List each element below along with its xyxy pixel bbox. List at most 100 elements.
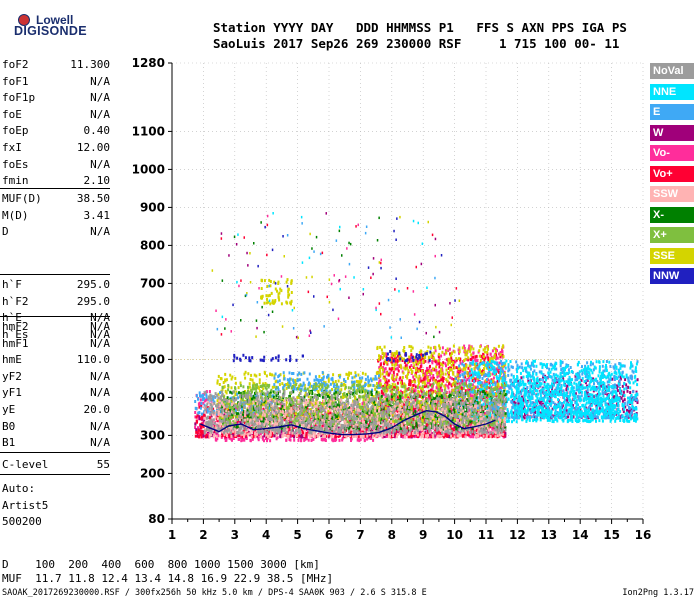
scatter-point bbox=[499, 351, 502, 354]
scatter-point bbox=[355, 388, 358, 392]
scatter-point bbox=[448, 347, 451, 351]
param-name: yF1 bbox=[2, 386, 22, 400]
scatter-point bbox=[348, 373, 350, 377]
param-name: hmE bbox=[2, 353, 22, 367]
scatter-point bbox=[202, 434, 205, 438]
scatter-point bbox=[285, 300, 288, 304]
scatter-point bbox=[321, 403, 323, 407]
scatter-point bbox=[489, 359, 491, 363]
scatter-point bbox=[421, 379, 424, 383]
scatter-point bbox=[464, 349, 467, 353]
scatter-point bbox=[467, 356, 470, 360]
scatter-point bbox=[458, 346, 461, 350]
scatter-point bbox=[440, 368, 443, 371]
param-name: C-level bbox=[2, 458, 49, 471]
param-value: N/A bbox=[90, 327, 110, 341]
scatter-point bbox=[350, 439, 352, 442]
scatter-point bbox=[224, 435, 227, 439]
scatter-point bbox=[622, 390, 625, 394]
scatter-point bbox=[439, 369, 442, 373]
scatter-point bbox=[407, 369, 410, 373]
scatter-point bbox=[350, 430, 353, 434]
scatter-point bbox=[343, 395, 346, 399]
scatter-point bbox=[452, 428, 455, 432]
scatter-point bbox=[383, 393, 386, 397]
scatter-point bbox=[429, 346, 432, 350]
scatter-point bbox=[206, 410, 209, 414]
scatter-point bbox=[502, 355, 505, 359]
scatter-point bbox=[486, 350, 489, 354]
scatter-point bbox=[371, 413, 374, 417]
scatter-point bbox=[264, 432, 267, 436]
scatter-point bbox=[459, 370, 462, 374]
scatter-point bbox=[410, 407, 413, 411]
scatter-point bbox=[470, 355, 473, 359]
scatter-point bbox=[289, 427, 292, 431]
scatter-point bbox=[234, 393, 237, 397]
scatter-point bbox=[237, 396, 239, 400]
scatter-point bbox=[418, 390, 421, 394]
scatter-point bbox=[363, 389, 366, 393]
param-foes: foEs N/A bbox=[2, 158, 110, 172]
scatter-point bbox=[411, 434, 414, 438]
scatter-point bbox=[396, 351, 398, 355]
param-fmin: fmin 2.10 bbox=[2, 174, 110, 188]
scatter-point bbox=[197, 411, 200, 415]
scatter-point bbox=[450, 359, 453, 363]
scatter-point bbox=[255, 374, 258, 378]
scatter-point bbox=[304, 435, 307, 439]
scatter-point bbox=[418, 361, 421, 364]
scatter-point bbox=[271, 431, 274, 435]
scatter-point bbox=[379, 369, 382, 373]
scatter-point bbox=[319, 387, 322, 391]
scatter-point bbox=[480, 433, 483, 437]
scatter-point bbox=[251, 437, 254, 441]
param-value: N/A bbox=[90, 320, 110, 333]
scatter-point bbox=[450, 410, 453, 414]
scatter-point bbox=[263, 403, 266, 407]
scatter-point bbox=[421, 388, 424, 392]
scatter-point bbox=[251, 378, 254, 382]
scatter-point bbox=[452, 361, 454, 365]
scatter-point bbox=[369, 437, 372, 440]
scatter-point bbox=[414, 360, 417, 364]
scatter-point bbox=[477, 388, 479, 392]
scatter-point bbox=[254, 429, 257, 433]
scatter-point bbox=[417, 379, 420, 383]
scatter-point bbox=[220, 416, 223, 420]
scatter-point bbox=[265, 294, 268, 298]
scatter-point bbox=[479, 358, 482, 362]
scatter-point bbox=[285, 383, 288, 386]
scatter-point bbox=[418, 367, 421, 371]
scatter-point bbox=[199, 398, 202, 402]
scatter-point bbox=[424, 382, 427, 386]
scatter-point bbox=[277, 292, 280, 296]
scatter-point bbox=[390, 368, 393, 372]
scatter-point bbox=[390, 376, 393, 380]
scatter-point bbox=[460, 398, 463, 402]
scatter-point bbox=[381, 408, 383, 412]
param-name: h`E bbox=[2, 311, 22, 325]
scatter-point bbox=[324, 410, 327, 414]
param-value: 11.300 bbox=[70, 58, 110, 71]
scatter-point bbox=[391, 354, 394, 357]
scatter-point bbox=[501, 368, 504, 372]
scatter-point bbox=[337, 435, 340, 438]
scatter-point bbox=[195, 415, 198, 419]
scatter-point bbox=[406, 374, 408, 378]
scatter-point bbox=[432, 374, 435, 377]
scatter-point bbox=[466, 370, 469, 374]
scatter-point bbox=[421, 420, 424, 424]
scatter-point bbox=[598, 406, 601, 410]
scatter-point bbox=[199, 433, 202, 437]
scatter-point bbox=[461, 346, 464, 350]
param-value: N/A bbox=[90, 436, 110, 450]
scatter-point bbox=[400, 365, 403, 369]
scatter-point bbox=[294, 412, 297, 415]
param-value: N/A bbox=[90, 419, 110, 433]
scatter-point bbox=[212, 398, 215, 402]
scatter-point bbox=[379, 379, 382, 383]
scatter-point bbox=[456, 381, 459, 385]
scatter-point bbox=[327, 409, 330, 413]
scatter-point bbox=[543, 381, 546, 384]
